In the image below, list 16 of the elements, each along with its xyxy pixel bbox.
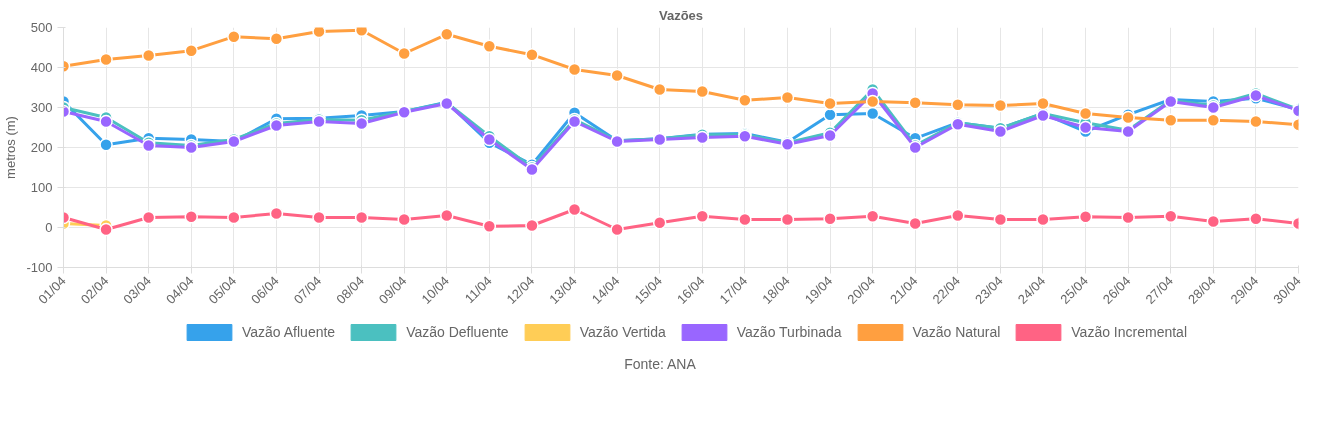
source-note: Fonte: ANA [624,355,696,374]
y-tick-label: -100 [26,260,53,275]
y-tick-label: 400 [30,60,53,75]
legend-label: Vazão Turbinada [736,324,842,340]
y-tick-label: 200 [30,140,53,155]
y-tick-label: 300 [30,100,53,115]
y-tick-label: 500 [30,20,53,35]
y-tick-label: 100 [30,180,53,195]
legend-label: Vazão Defluente [406,324,509,340]
legend-label: Vazão Afluente [242,324,336,340]
legend-label: Vazão Incremental [1071,324,1187,340]
y-axis-title: metros (m) [3,116,19,179]
legend-label: Vazão Vertida [579,324,666,340]
y-tick-label: 0 [45,220,53,235]
legend-label: Vazão Natural [912,324,1001,340]
chart-title: Vazões [658,7,704,23]
